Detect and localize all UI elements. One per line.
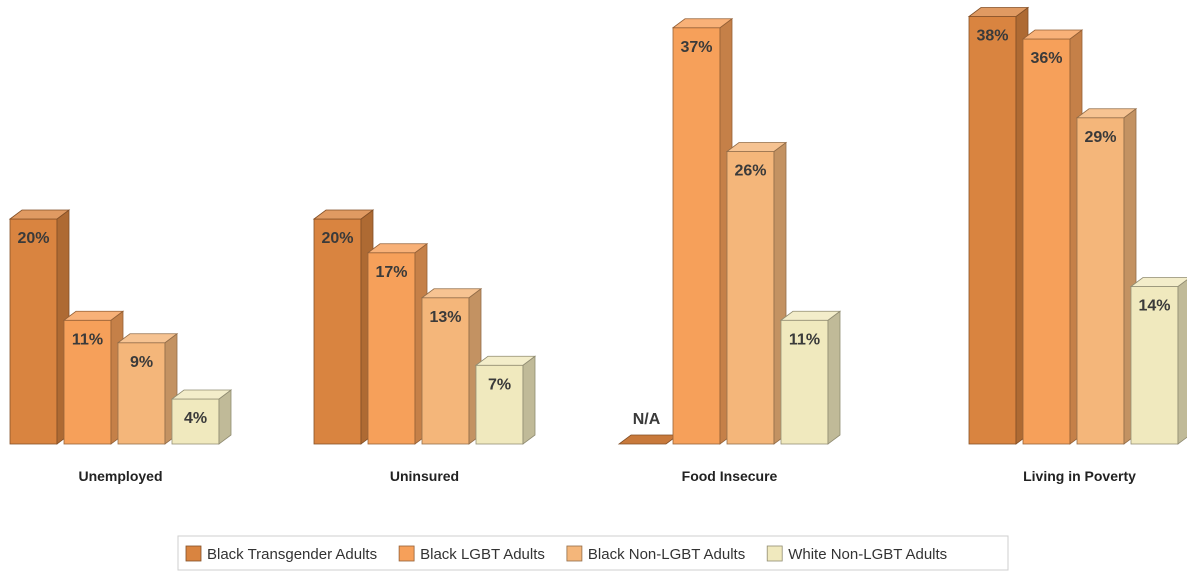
bar-top-black-lgbt-adults-0 (62, 310, 125, 321)
bar-top-black-lgbt-adults-2 (671, 18, 734, 29)
bar-side-white-non-lgbt-adults-1 (522, 355, 536, 445)
bar-white-non-lgbt-adults-3 (1130, 286, 1179, 445)
bar-black-non-lgbt-adults-0 (117, 342, 166, 445)
legend-swatch-black-transgender-adults (185, 545, 202, 562)
bar-top-black-lgbt-adults-3 (1021, 29, 1084, 40)
legend-label-black-non-lgbt-adults: Black Non-LGBT Adults (588, 546, 745, 563)
bar-black-lgbt-adults-3 (1022, 38, 1071, 445)
value-label-black-non-lgbt-adults-3: 29% (1084, 129, 1116, 146)
value-label-black-non-lgbt-adults-1: 13% (429, 309, 461, 326)
value-label-black-non-lgbt-adults-0: 9% (130, 354, 153, 371)
bar-side-white-non-lgbt-adults-2 (827, 310, 841, 445)
bar-white-non-lgbt-adults-2 (780, 319, 829, 445)
legend-label-black-transgender-adults: Black Transgender Adults (207, 546, 377, 563)
legend-label-black-lgbt-adults: Black LGBT Adults (420, 546, 545, 563)
bar-top-white-non-lgbt-adults-2 (779, 310, 842, 321)
value-label-white-non-lgbt-adults-3: 14% (1138, 298, 1170, 315)
bar-top-black-lgbt-adults-1 (366, 243, 429, 254)
bar-top-black-non-lgbt-adults-1 (420, 288, 483, 299)
bar-top-black-transgender-adults-0 (8, 209, 71, 220)
bar-black-lgbt-adults-0 (63, 319, 112, 445)
value-label-black-lgbt-adults-0: 11% (72, 331, 103, 348)
bar-top-black-non-lgbt-adults-3 (1075, 108, 1138, 119)
legend (177, 535, 1009, 571)
value-label-black-transgender-adults-2: N/A (633, 411, 661, 428)
category-label-living-in-poverty: Living in Poverty (1023, 468, 1136, 484)
bar-top-black-non-lgbt-adults-0 (116, 333, 179, 344)
value-label-black-non-lgbt-adults-2: 26% (734, 163, 766, 180)
bar-black-transgender-adults-2 (617, 434, 680, 445)
bar-black-transgender-adults-3 (968, 16, 1017, 445)
bar-black-non-lgbt-adults-3 (1076, 117, 1125, 445)
bar-top-black-non-lgbt-adults-2 (725, 142, 788, 152)
bar-black-transgender-adults-0 (9, 218, 58, 445)
bar-top-white-non-lgbt-adults-0 (170, 389, 233, 400)
bar-black-non-lgbt-adults-2 (726, 151, 775, 445)
value-label-white-non-lgbt-adults-1: 7% (488, 376, 511, 393)
bar-black-non-lgbt-adults-1 (421, 297, 470, 445)
bar-top-black-transgender-adults-3 (967, 7, 1030, 17)
value-label-black-lgbt-adults-3: 36% (1030, 50, 1062, 67)
value-label-white-non-lgbt-adults-0: 4% (184, 410, 207, 427)
bar-top-white-non-lgbt-adults-1 (474, 355, 537, 366)
value-label-black-lgbt-adults-1: 17% (375, 264, 407, 281)
category-label-food-insecure: Food Insecure (682, 468, 778, 484)
bar-white-non-lgbt-adults-0 (171, 398, 220, 445)
value-label-white-non-lgbt-adults-2: 11% (789, 331, 820, 348)
legend-label-white-non-lgbt-adults: White Non-LGBT Adults (788, 546, 947, 563)
bar-white-non-lgbt-adults-1 (475, 364, 524, 445)
legend-swatch-black-non-lgbt-adults (566, 545, 583, 562)
legend-swatch-black-lgbt-adults (398, 545, 415, 562)
legend-swatch-white-non-lgbt-adults (766, 545, 783, 562)
bar-top-black-transgender-adults-1 (312, 209, 375, 220)
bar-side-white-non-lgbt-adults-3 (1177, 279, 1187, 445)
bar-black-lgbt-adults-2 (672, 27, 721, 445)
value-label-black-transgender-adults-1: 20% (321, 230, 353, 247)
category-label-unemployed: Unemployed (78, 468, 162, 484)
bar-black-transgender-adults-1 (313, 218, 362, 445)
value-label-black-lgbt-adults-2: 37% (680, 39, 712, 56)
value-label-black-transgender-adults-0: 20% (17, 230, 49, 247)
category-label-uninsured: Uninsured (390, 468, 459, 484)
bar-black-lgbt-adults-1 (367, 252, 416, 445)
bar-top-white-non-lgbt-adults-3 (1129, 277, 1187, 287)
value-label-black-transgender-adults-3: 38% (976, 28, 1008, 45)
